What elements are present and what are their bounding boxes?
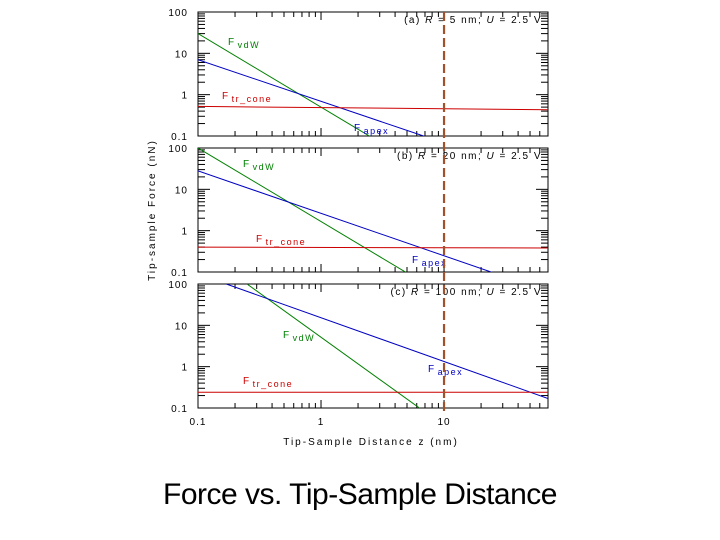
plot-frame xyxy=(197,283,549,409)
series-line-fapex xyxy=(198,170,493,272)
y-axis-label: Tip-sample Force (nN) xyxy=(147,139,158,281)
plot-frame xyxy=(197,11,549,137)
y-tick-label: 10 xyxy=(175,185,188,196)
series-line-fapex xyxy=(226,284,548,399)
x-axis-label: Tip-Sample Distance z (nm) xyxy=(283,437,459,448)
series-line-fapex xyxy=(198,59,426,136)
panel-b: 0.1 1 10 100 F vdW F apex F tr_cone (b) R = 20 nm;… xyxy=(168,144,549,279)
series-line-ftr_cone xyxy=(198,246,548,249)
y-tick-label: 1 xyxy=(181,91,188,102)
force-distance-figure: 0.1 1 10 100 F vdW F apex F tr_cone (a) R = 5 nm; … xyxy=(147,8,549,448)
y-tick-label: 0.1 xyxy=(171,268,188,279)
y-tick-label: 10 xyxy=(175,321,188,332)
panel-title: (a) R = 5 nm; U = 2.5 V xyxy=(404,15,542,26)
y-tick-label: 10 xyxy=(175,49,188,60)
slide-caption: Force vs. Tip-Sample Distance xyxy=(163,478,557,511)
series-group xyxy=(198,284,548,408)
panel-title: (c) R = 100 nm; U = 2.5 V xyxy=(391,287,542,298)
panel-title: (b) R = 20 nm; U = 2.5 V xyxy=(397,151,542,162)
x-tick-label: 0.1 xyxy=(190,417,207,428)
y-tick-label: 1 xyxy=(181,227,188,238)
series-group xyxy=(198,148,548,272)
x-tick-label: 1 xyxy=(318,417,325,428)
plot-frame xyxy=(197,147,549,273)
series-group xyxy=(198,33,548,136)
y-tick-label: 100 xyxy=(168,8,188,19)
x-tick-label: 10 xyxy=(437,417,450,428)
y-tick-label: 1 xyxy=(181,363,188,374)
series-line-fvdw xyxy=(198,33,371,136)
y-tick-label: 100 xyxy=(168,280,188,291)
series-line-ftr_cone xyxy=(198,105,548,111)
series-line-fvdw xyxy=(198,148,407,272)
y-tick-label: 0.1 xyxy=(171,132,188,143)
panel-c: 0.1 1 10 100 F vdW F apex F tr_cone (c) R = 100 nm… xyxy=(168,280,549,415)
y-tick-label: 100 xyxy=(168,144,188,155)
panel-a: 0.1 1 10 100 F vdW F apex F tr_cone (a) R = 5 nm; … xyxy=(168,8,549,143)
series-line-fvdw xyxy=(246,284,421,408)
y-tick-label: 0.1 xyxy=(171,404,188,415)
